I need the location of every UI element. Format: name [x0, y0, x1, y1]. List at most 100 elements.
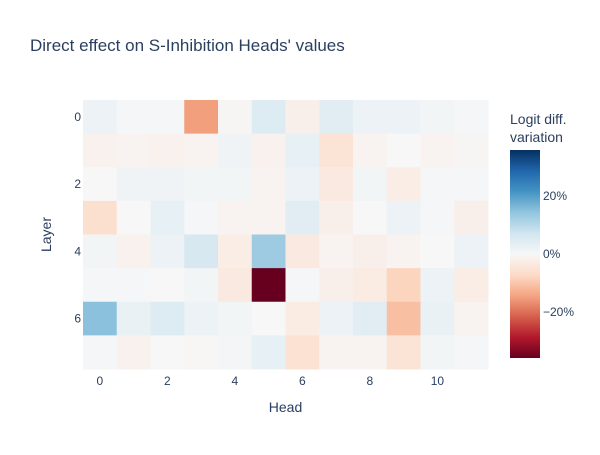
colorbar-title-line-1: Logit diff. — [510, 111, 567, 127]
heatmap-cell-L6-H3 — [184, 301, 219, 336]
heatmap-cell-L0-H7 — [319, 100, 354, 135]
heatmap-cell-L1-H9 — [386, 133, 421, 168]
heatmap-cell-L4-H5 — [251, 234, 286, 269]
heatmap-cell-L1-H5 — [251, 133, 286, 168]
heatmap-cell-L1-H3 — [184, 133, 219, 168]
heatmap-cell-L7-H9 — [386, 335, 421, 370]
heatmap-cell-L2-H8 — [353, 167, 388, 202]
heatmap-cell-L6-H6 — [285, 301, 320, 336]
heatmap-cell-L0-H8 — [353, 100, 388, 135]
heatmap-cell-L0-H3 — [184, 100, 219, 135]
heatmap-cell-L6-H10 — [420, 301, 455, 336]
heatmap-cell-L5-H8 — [353, 268, 388, 303]
colorbar-gradient — [510, 150, 540, 358]
heatmap-cell-L2-H3 — [184, 167, 219, 202]
y-tick-label: 0 — [74, 110, 81, 124]
heatmap-cell-L1-H7 — [319, 133, 354, 168]
heatmap-cell-L2-H1 — [116, 167, 151, 202]
heatmap-cell-L2-H11 — [454, 167, 489, 202]
heatmap-cell-L4-H4 — [218, 234, 253, 269]
heatmap-cell-L5-H10 — [420, 268, 455, 303]
heatmap-cell-L4-H11 — [454, 234, 489, 269]
heatmap-cell-L0-H1 — [116, 100, 151, 135]
heatmap-cell-L3-H4 — [218, 200, 253, 235]
y-tick-label: 2 — [74, 177, 81, 191]
heatmap-cell-L5-H0 — [83, 268, 118, 303]
heatmap-cell-L5-H2 — [150, 268, 185, 303]
heatmap-cell-L3-H3 — [184, 200, 219, 235]
heatmap-cell-L0-H0 — [83, 100, 118, 135]
heatmap-cell-L7-H2 — [150, 335, 185, 370]
heatmap-cell-L3-H9 — [386, 200, 421, 235]
heatmap-cell-L4-H8 — [353, 234, 388, 269]
heatmap-cell-L0-H6 — [285, 100, 320, 135]
heatmap-cell-L1-H8 — [353, 133, 388, 168]
heatmap-cell-L2-H5 — [251, 167, 286, 202]
heatmap-cell-L6-H1 — [116, 301, 151, 336]
y-tick-label: 4 — [74, 244, 81, 258]
x-tick-label: 10 — [431, 374, 445, 388]
heatmap-cell-L5-H7 — [319, 268, 354, 303]
heatmap-cell-L1-H10 — [420, 133, 455, 168]
colorbar-title-line-2: variation — [510, 129, 563, 145]
colorbar-tick-label: −20% — [543, 305, 574, 319]
colorbar-ticks: 20% 0% −20% — [543, 189, 574, 319]
heatmap-cell-L0-H4 — [218, 100, 253, 135]
heatmap-cell-L7-H6 — [285, 335, 320, 370]
heatmap-cell-L2-H0 — [83, 167, 118, 202]
heatmap-cell-L2-H10 — [420, 167, 455, 202]
heatmap-cell-L0-H11 — [454, 100, 489, 135]
heatmap-cell-L5-H1 — [116, 268, 151, 303]
heatmap-cell-L4-H10 — [420, 234, 455, 269]
heatmap-cell-L4-H7 — [319, 234, 354, 269]
heatmap-cell-L5-H4 — [218, 268, 253, 303]
heatmap-cell-L4-H6 — [285, 234, 320, 269]
y-tick-label: 6 — [74, 312, 81, 326]
heatmap-cell-L6-H0 — [83, 301, 118, 336]
x-tick-label: 4 — [232, 374, 239, 388]
x-tick-label: 8 — [367, 374, 374, 388]
heatmap-cell-L6-H4 — [218, 301, 253, 336]
heatmap-cell-L2-H4 — [218, 167, 253, 202]
heatmap-cell-L6-H9 — [386, 301, 421, 336]
x-tick-label: 6 — [299, 374, 306, 388]
heatmap-cell-L0-H2 — [150, 100, 185, 135]
heatmap-cell-L2-H2 — [150, 167, 185, 202]
heatmap-cell-L1-H11 — [454, 133, 489, 168]
heatmap-cell-L1-H0 — [83, 133, 118, 168]
heatmap-cell-L1-H1 — [116, 133, 151, 168]
heatmap-cell-L5-H11 — [454, 268, 489, 303]
heatmap-cell-L3-H5 — [251, 200, 286, 235]
heatmap-cell-L7-H10 — [420, 335, 455, 370]
heatmap-cell-L2-H6 — [285, 167, 320, 202]
heatmap-cell-L4-H1 — [116, 234, 151, 269]
x-tick-label: 0 — [97, 374, 104, 388]
heatmap-cell-L7-H8 — [353, 335, 388, 370]
heatmap-cell-L5-H5 — [251, 268, 286, 303]
heatmap-cell-L5-H3 — [184, 268, 219, 303]
heatmap-cell-L0-H10 — [420, 100, 455, 135]
heatmap-cell-L0-H9 — [386, 100, 421, 135]
heatmap-cell-L3-H11 — [454, 200, 489, 235]
heatmap-cell-L7-H1 — [116, 335, 151, 370]
heatmap-cell-L4-H2 — [150, 234, 185, 269]
heatmap-cell-L3-H10 — [420, 200, 455, 235]
heatmap-cell-L1-H2 — [150, 133, 185, 168]
heatmap-cell-L0-H5 — [251, 100, 286, 135]
heatmap-cell-L2-H9 — [386, 167, 421, 202]
heatmap-cell-L1-H6 — [285, 133, 320, 168]
heatmap-cell-L3-H2 — [150, 200, 185, 235]
heatmap-cell-L7-H7 — [319, 335, 354, 370]
chart-title: Direct effect on S-Inhibition Heads' val… — [30, 36, 345, 55]
heatmap-cell-L6-H8 — [353, 301, 388, 336]
heatmap-cell-L4-H9 — [386, 234, 421, 269]
heatmap-cell-L3-H6 — [285, 200, 320, 235]
heatmap-cell-L3-H8 — [353, 200, 388, 235]
heatmap-cell-L6-H5 — [251, 301, 286, 336]
x-tick-label: 2 — [164, 374, 171, 388]
heatmap-cell-L6-H2 — [150, 301, 185, 336]
heatmap-cell-L6-H11 — [454, 301, 489, 336]
heatmap-cell-L1-H4 — [218, 133, 253, 168]
colorbar-tick-label: 0% — [543, 247, 561, 261]
